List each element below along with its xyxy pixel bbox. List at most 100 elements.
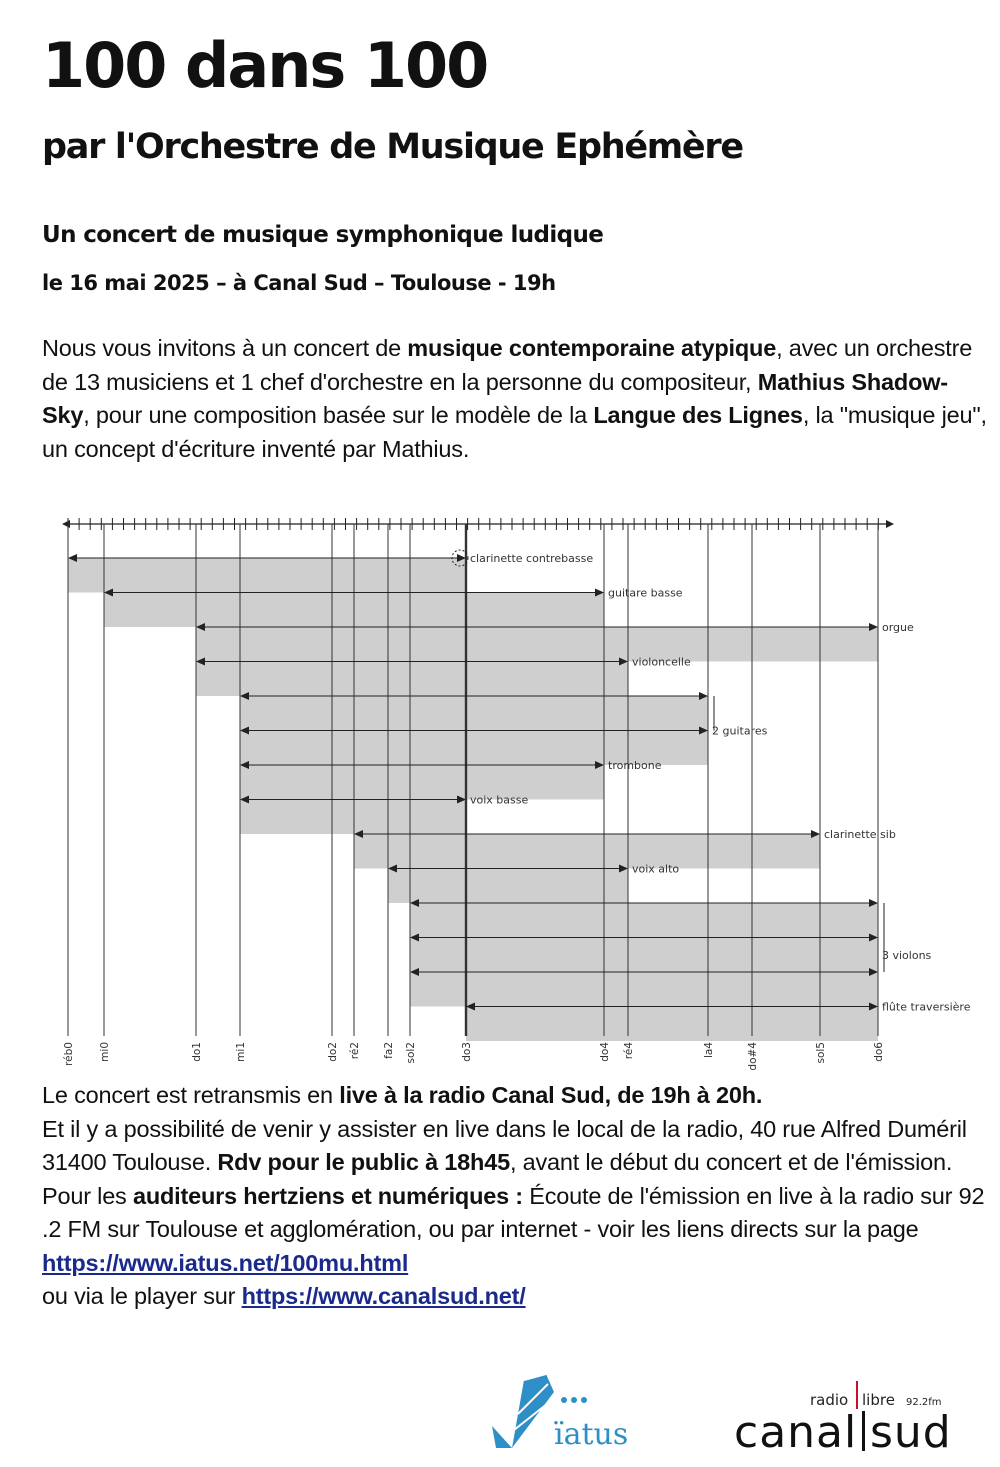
marker-circle [451,549,469,567]
instrument-label: violoncelle [632,656,691,669]
iatus-fan-icon [492,1373,587,1448]
concert-tagline: Un concert de musique symphonique ludiqu… [42,222,604,248]
range-arrow-head-right [869,623,878,631]
range-arrow-head-left [354,830,363,838]
text-run: Écoute de l'émission en live à la radio … [42,1182,985,1243]
canalsud-logo-divider [862,1411,865,1451]
page-subtitle: par l'Orchestre de Musique Ephémère [42,127,744,167]
instrument-label: flûte traversière [882,1001,971,1014]
bold-text: Mathius Shadow-Sky [42,368,948,429]
text-run: , avec un orchestre de 13 musiciens et 1… [42,335,973,395]
text-run: Le concert est retransmis en [42,1082,340,1108]
text-run: Pour les [42,1182,133,1209]
iatus-logo-text: ïatus [554,1417,628,1452]
range-arrow-head-left [240,795,249,804]
instrument-label: orgue [882,621,914,634]
note-label: la4 [703,1042,715,1058]
instrument-label: clarinette sib [824,828,896,841]
range-arrow-head-left [196,623,205,631]
range-arrow-head-left [410,899,419,907]
text-run: , avant le début du concert et de l'émis… [509,1149,953,1175]
instrument-label: voix alto [632,863,679,876]
note-label: ré4 [623,1042,635,1060]
range-arrow-head-left [240,761,249,769]
range-band [466,1006,878,1041]
range-arrow-head-left [388,864,397,873]
range-arrow-head-right [619,864,628,873]
range-arrow-head-left [68,554,77,562]
canalsud-logo-red-bar [856,1381,858,1409]
bold-text: Rdv pour le public à 18h45 [217,1149,510,1175]
link[interactable]: https://www.iatus.net/100mu.html [42,1249,409,1276]
range-arrow-head-right [699,726,708,735]
instrument-label: 3 violons [882,949,932,962]
range-band [68,558,466,593]
iatus-logo: ïatus [492,1373,628,1452]
range-arrow-head-left [410,933,419,942]
note-label: sol2 [405,1042,417,1064]
text-run: Et il y a possibilité de venir y assiste… [42,1115,967,1176]
canalsud-logo: radio libre 92.2fm canal sud [734,1381,952,1455]
note-label: do4 [599,1042,611,1062]
text-run: ou via le player sur [42,1283,242,1309]
bold-text: Langue des Lignes [593,402,803,428]
intro-paragraph: Nous vous invitons à un concert de musiq… [42,332,992,466]
canalsud-logo-radio: radio [810,1391,848,1409]
note-label: sol5 [815,1042,827,1064]
instrument-label: clarinette contrebasse [470,552,593,565]
range-band [196,661,628,696]
note-label: ré2 [349,1042,361,1059]
range-band [354,834,820,869]
range-arrow-head-right [457,554,466,562]
canalsud-logo-canal: canal [734,1407,857,1455]
text-run: , la "musique jeu", un concept d'écritur… [42,402,987,462]
range-arrow-head-right [595,588,604,597]
link[interactable]: https://www.canalsud.net/ [241,1283,526,1309]
bold-text: musique contemporaine atypique [407,335,777,361]
bold-text: live à la radio Canal Sud, de 19h à 20h. [339,1082,763,1108]
instrument-label: guitare basse [608,587,683,600]
range-arrow-head-right [811,830,820,838]
instrument-range-diagram: clarinette contrebasse guitare basse orgue… [62,518,971,1071]
range-arrow-head-right [869,968,878,976]
ruler-arrow-right [886,520,894,528]
instrument-label: 2 guitares [712,725,768,738]
concert-dateline: le 16 mai 2025 – à Canal Sud – Toulouse … [42,271,556,295]
ruler-arrow-left [62,520,70,528]
note-label: mi0 [99,1042,111,1062]
canalsud-logo-libre: libre [862,1391,895,1409]
note-label: do6 [873,1042,885,1062]
range-band [240,799,466,834]
range-arrow-head-right [869,899,878,907]
note-label: do1 [191,1042,203,1062]
range-arrow-head-right [619,657,628,666]
range-arrow-head-right [869,1002,878,1011]
range-band [410,903,878,1007]
range-arrow-head-right [699,692,708,700]
range-arrow-head-right [457,795,466,804]
note-label: mi1 [235,1042,247,1062]
instrument-label: voix basse [470,794,528,807]
canalsud-logo-freq: 92.2fm [906,1397,942,1408]
text-run: , pour une composition basée sur le modè… [83,402,594,428]
range-arrow-head-right [595,761,604,769]
note-label: réb0 [63,1042,75,1066]
range-band [196,627,878,662]
text-run: Nous vous invitons à un concert de [42,335,408,361]
note-label: fa2 [383,1042,395,1059]
note-label: do2 [327,1042,339,1062]
range-arrow-head-left [104,588,113,597]
note-label: do3 [461,1042,473,1062]
range-arrow-head-left [410,968,419,976]
range-arrow-head-left [196,657,205,666]
range-arrow-head-left [240,726,249,735]
range-arrow-head-right [869,933,878,942]
page-title: 100 dans 100 [42,29,489,102]
range-band [240,765,604,800]
range-arrow-head-left [240,692,249,700]
range-arrow-head-left [466,1002,475,1011]
instrument-label: trombone [608,759,662,772]
canalsud-logo-sud: sud [870,1407,952,1455]
note-label: do#4 [747,1042,759,1071]
